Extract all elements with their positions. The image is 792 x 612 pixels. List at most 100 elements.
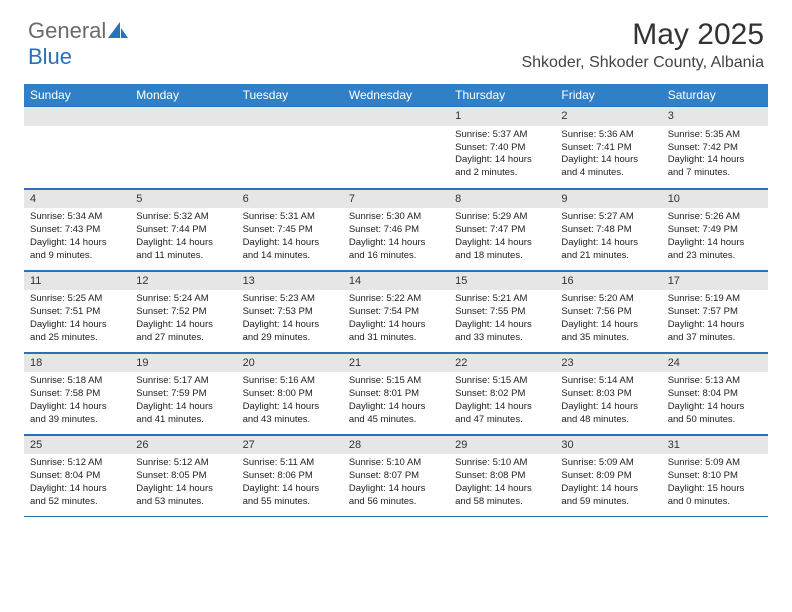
day-line: and 9 minutes. <box>30 250 124 263</box>
day-cell: 5Sunrise: 5:32 AMSunset: 7:44 PMDaylight… <box>130 188 236 270</box>
day-cell: 10Sunrise: 5:26 AMSunset: 7:49 PMDayligh… <box>662 188 768 270</box>
day-number: 22 <box>449 353 555 373</box>
day-line: Sunrise: 5:17 AM <box>136 375 230 388</box>
location: Shkoder, Shkoder County, Albania <box>521 54 764 72</box>
weekday-header-row: SundayMondayTuesdayWednesdayThursdayFrid… <box>24 84 768 106</box>
day-line: Daylight: 14 hours <box>455 237 549 250</box>
day-content: Sunrise: 5:22 AMSunset: 7:54 PMDaylight:… <box>343 290 449 348</box>
day-content: Sunrise: 5:18 AMSunset: 7:58 PMDaylight:… <box>24 372 130 430</box>
day-cell: 16Sunrise: 5:20 AMSunset: 7:56 PMDayligh… <box>555 270 661 352</box>
day-line: Daylight: 14 hours <box>243 237 337 250</box>
day-line: Sunset: 7:57 PM <box>668 306 762 319</box>
day-line: and 47 minutes. <box>455 414 549 427</box>
day-cell: 28Sunrise: 5:10 AMSunset: 8:07 PMDayligh… <box>343 434 449 516</box>
day-line: Daylight: 14 hours <box>668 401 762 414</box>
day-line: and 27 minutes. <box>136 332 230 345</box>
day-line: Sunset: 7:51 PM <box>30 306 124 319</box>
day-number: 12 <box>130 271 236 291</box>
day-content: Sunrise: 5:15 AMSunset: 8:02 PMDaylight:… <box>449 372 555 430</box>
day-line: and 23 minutes. <box>668 250 762 263</box>
day-line: and 35 minutes. <box>561 332 655 345</box>
day-cell: 2Sunrise: 5:36 AMSunset: 7:41 PMDaylight… <box>555 106 661 188</box>
day-number: 25 <box>24 435 130 455</box>
day-line: Daylight: 14 hours <box>243 483 337 496</box>
day-line: and 45 minutes. <box>349 414 443 427</box>
day-line: Daylight: 14 hours <box>30 319 124 332</box>
day-line: and 53 minutes. <box>136 496 230 509</box>
day-cell: 30Sunrise: 5:09 AMSunset: 8:09 PMDayligh… <box>555 434 661 516</box>
day-line: Daylight: 14 hours <box>455 401 549 414</box>
day-line: Sunrise: 5:20 AM <box>561 293 655 306</box>
day-number: 21 <box>343 353 449 373</box>
day-cell: 26Sunrise: 5:12 AMSunset: 8:05 PMDayligh… <box>130 434 236 516</box>
day-line: Sunset: 8:04 PM <box>668 388 762 401</box>
day-line: and 21 minutes. <box>561 250 655 263</box>
day-line: Sunset: 8:05 PM <box>136 470 230 483</box>
day-content: Sunrise: 5:32 AMSunset: 7:44 PMDaylight:… <box>130 208 236 266</box>
day-line: and 50 minutes. <box>668 414 762 427</box>
day-line: Daylight: 14 hours <box>243 319 337 332</box>
day-number: 27 <box>237 435 343 455</box>
day-line: Sunset: 7:48 PM <box>561 224 655 237</box>
day-number: 30 <box>555 435 661 455</box>
day-number: 31 <box>662 435 768 455</box>
day-line: and 37 minutes. <box>668 332 762 345</box>
day-line: Sunrise: 5:34 AM <box>30 211 124 224</box>
day-line: and 55 minutes. <box>243 496 337 509</box>
day-line: and 31 minutes. <box>349 332 443 345</box>
logo-blue: Blue <box>28 44 72 69</box>
day-line: Sunrise: 5:15 AM <box>455 375 549 388</box>
day-number <box>343 106 449 126</box>
day-content: Sunrise: 5:16 AMSunset: 8:00 PMDaylight:… <box>237 372 343 430</box>
day-content: Sunrise: 5:23 AMSunset: 7:53 PMDaylight:… <box>237 290 343 348</box>
day-number: 24 <box>662 353 768 373</box>
day-line: Sunrise: 5:30 AM <box>349 211 443 224</box>
day-cell: 1Sunrise: 5:37 AMSunset: 7:40 PMDaylight… <box>449 106 555 188</box>
day-number: 20 <box>237 353 343 373</box>
day-line: Daylight: 14 hours <box>455 483 549 496</box>
day-line: Sunrise: 5:12 AM <box>30 457 124 470</box>
day-content: Sunrise: 5:10 AMSunset: 8:07 PMDaylight:… <box>343 454 449 512</box>
day-line: Daylight: 15 hours <box>668 483 762 496</box>
day-content: Sunrise: 5:20 AMSunset: 7:56 PMDaylight:… <box>555 290 661 348</box>
day-cell: 21Sunrise: 5:15 AMSunset: 8:01 PMDayligh… <box>343 352 449 434</box>
day-content <box>343 126 449 133</box>
day-line: Sunset: 7:42 PM <box>668 142 762 155</box>
day-line: Daylight: 14 hours <box>349 319 443 332</box>
day-line: Sunset: 8:09 PM <box>561 470 655 483</box>
day-line: and 11 minutes. <box>136 250 230 263</box>
day-content: Sunrise: 5:13 AMSunset: 8:04 PMDaylight:… <box>662 372 768 430</box>
day-number: 18 <box>24 353 130 373</box>
day-content: Sunrise: 5:30 AMSunset: 7:46 PMDaylight:… <box>343 208 449 266</box>
day-line: Sunset: 7:53 PM <box>243 306 337 319</box>
day-line: and 0 minutes. <box>668 496 762 509</box>
day-line: and 52 minutes. <box>30 496 124 509</box>
day-line: Sunrise: 5:31 AM <box>243 211 337 224</box>
day-line: Daylight: 14 hours <box>30 483 124 496</box>
day-line: Daylight: 14 hours <box>561 237 655 250</box>
day-number: 11 <box>24 271 130 291</box>
day-line: Daylight: 14 hours <box>30 237 124 250</box>
logo-text: General Blue <box>28 18 128 70</box>
day-cell: 19Sunrise: 5:17 AMSunset: 7:59 PMDayligh… <box>130 352 236 434</box>
day-content: Sunrise: 5:35 AMSunset: 7:42 PMDaylight:… <box>662 126 768 184</box>
day-content: Sunrise: 5:11 AMSunset: 8:06 PMDaylight:… <box>237 454 343 512</box>
day-number: 19 <box>130 353 236 373</box>
day-content: Sunrise: 5:25 AMSunset: 7:51 PMDaylight:… <box>24 290 130 348</box>
day-line: Sunset: 8:04 PM <box>30 470 124 483</box>
day-number: 6 <box>237 189 343 209</box>
title-block: May 2025 Shkoder, Shkoder County, Albani… <box>521 18 764 72</box>
day-line: and 41 minutes. <box>136 414 230 427</box>
day-line: and 4 minutes. <box>561 167 655 180</box>
day-cell: 4Sunrise: 5:34 AMSunset: 7:43 PMDaylight… <box>24 188 130 270</box>
weekday-thursday: Thursday <box>449 84 555 106</box>
week-row: 11Sunrise: 5:25 AMSunset: 7:51 PMDayligh… <box>24 270 768 352</box>
day-cell: 31Sunrise: 5:09 AMSunset: 8:10 PMDayligh… <box>662 434 768 516</box>
logo: General Blue <box>28 18 128 70</box>
weekday-friday: Friday <box>555 84 661 106</box>
day-cell: 7Sunrise: 5:30 AMSunset: 7:46 PMDaylight… <box>343 188 449 270</box>
day-number: 23 <box>555 353 661 373</box>
week-row: 18Sunrise: 5:18 AMSunset: 7:58 PMDayligh… <box>24 352 768 434</box>
day-number: 1 <box>449 106 555 126</box>
day-line: Sunrise: 5:10 AM <box>455 457 549 470</box>
